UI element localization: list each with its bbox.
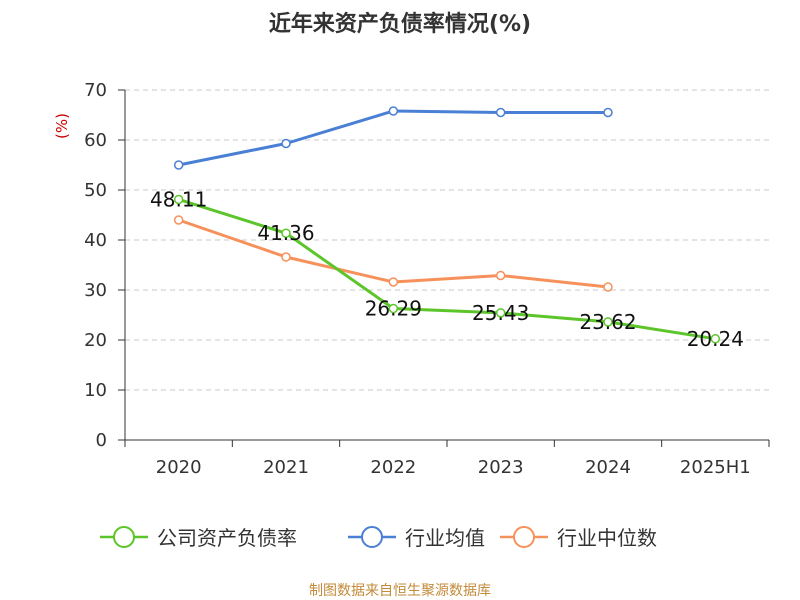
y-tick-label: 10 <box>84 380 107 401</box>
y-tick-label: 50 <box>84 180 107 201</box>
data-point <box>173 194 184 205</box>
data-point <box>495 270 506 281</box>
data-point <box>603 282 613 292</box>
data-point <box>388 303 399 314</box>
axes: 0 10 20 30 40 50 60 70 2020 2021 2022 2023 2024 2025H… <box>84 80 770 478</box>
data-point <box>173 215 184 225</box>
x-tick-label: 2023 <box>478 457 524 478</box>
data-point <box>603 317 613 327</box>
y-tick-label: 70 <box>84 80 107 101</box>
legend-label: 公司资产负债率 <box>157 526 297 550</box>
data-label: 41.36 <box>257 221 314 245</box>
data-label: 20.24 <box>687 327 744 351</box>
x-tick-label: 2024 <box>585 457 631 478</box>
legend-marker <box>113 526 135 548</box>
series-line <box>178 218 609 289</box>
legend-marker <box>361 526 383 548</box>
legend-label: 行业中位数 <box>557 526 657 550</box>
data-labels: 48.11 41.36 26.29 25.43 23.62 20.24 <box>150 187 744 350</box>
data-point <box>281 252 291 262</box>
y-axis-label: (%) <box>53 113 71 139</box>
data-point <box>710 334 721 344</box>
data-point <box>603 107 613 118</box>
x-tick-label: 2020 <box>156 457 202 478</box>
data-point <box>495 308 506 318</box>
chart-title: 近年来资产负债率情况(%) <box>268 12 532 37</box>
legend-marker <box>513 526 535 548</box>
x-tick-label: 2022 <box>370 457 416 478</box>
data-label: 26.29 <box>365 297 422 321</box>
data-point <box>388 106 399 116</box>
grid-lines <box>125 89 769 391</box>
series-line <box>178 198 716 341</box>
y-tick-label: 40 <box>84 230 107 251</box>
data-point <box>281 138 291 149</box>
y-tick-label: 30 <box>84 280 107 301</box>
data-point <box>495 107 506 118</box>
data-label: 23.62 <box>579 310 636 334</box>
data-point <box>388 277 399 287</box>
data-point <box>281 228 291 238</box>
x-tick-label: 2021 <box>263 457 309 478</box>
source-footer: 制图数据来自恒生聚源数据库 <box>309 583 491 599</box>
legend: 公司资产负债率 行业均值 行业中位数 <box>100 526 657 550</box>
y-tick-label: 20 <box>84 330 107 351</box>
data-label: 25.43 <box>472 301 529 325</box>
y-tick-label: 60 <box>84 130 107 151</box>
y-tick-label: 0 <box>96 430 107 451</box>
data-point <box>173 160 184 170</box>
data-label: 48.11 <box>150 187 207 211</box>
series-layer <box>173 106 721 344</box>
legend-label: 行业均值 <box>405 526 485 550</box>
series-line <box>178 109 608 167</box>
x-tick-label: 2025H1 <box>680 457 751 478</box>
